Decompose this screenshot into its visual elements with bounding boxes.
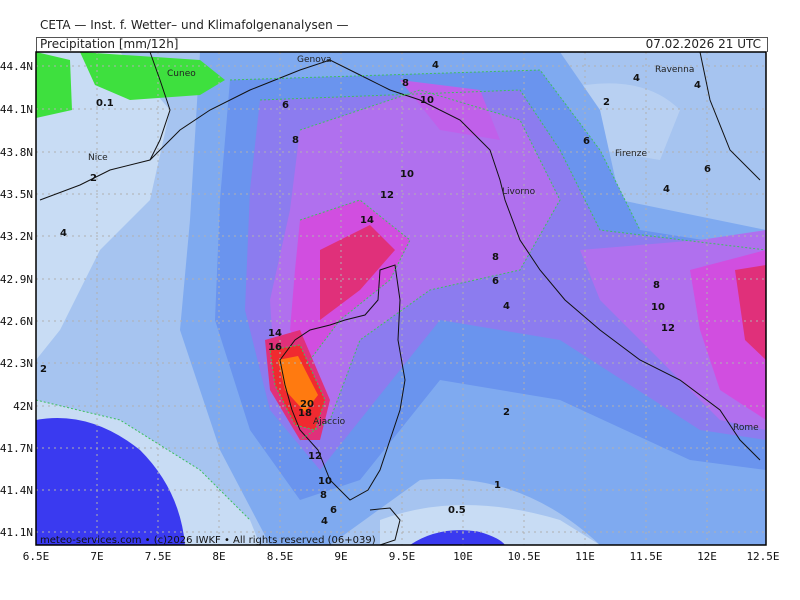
- lon-tick: 8.5E: [267, 550, 294, 563]
- contour-label: 2: [40, 364, 47, 375]
- lat-tick: 42N: [13, 400, 33, 413]
- lat-tick: 41.7N: [0, 442, 33, 455]
- city-nice: Nice: [88, 153, 108, 163]
- sardinia-coast: [369, 507, 401, 545]
- coastlines: [39, 52, 761, 545]
- city-ajaccio: Ajaccio: [313, 417, 346, 427]
- contour-label: 8: [402, 78, 409, 89]
- lon-tick: 10.5E: [507, 550, 540, 563]
- border-france-italy: [149, 52, 171, 161]
- lat-tick: 41.4N: [0, 484, 33, 497]
- contour-label: 8: [292, 135, 299, 146]
- contour-label: 0.5: [448, 505, 466, 516]
- lon-tick: 7E: [90, 550, 103, 563]
- contour-label: 4: [503, 301, 510, 312]
- lon-tick: 9E: [334, 550, 347, 563]
- contour-label: 6: [492, 276, 499, 287]
- contour-label: 10: [651, 302, 665, 313]
- field-purple: [270, 90, 560, 440]
- city-firenze: Firenze: [615, 149, 647, 159]
- contour-label: 10: [400, 169, 414, 180]
- field-pink-e: [735, 265, 766, 360]
- field-deep-blue-s: [410, 530, 505, 545]
- lat-tick: 44.4N: [0, 60, 33, 73]
- city-livorno: Livorno: [502, 187, 536, 197]
- lat-axis: 44.4N 44.1N 43.8N 43.5N 43.2N 42.9N 42.6…: [0, 60, 33, 539]
- lat-tick: 42.9N: [0, 273, 33, 286]
- contour-label: 6: [583, 136, 590, 147]
- field-lowest-nw: [36, 52, 170, 360]
- lat-tick: 42.6N: [0, 315, 33, 328]
- field-orange: [278, 356, 318, 412]
- map-field: [36, 52, 766, 545]
- subtitle-bar: Precipitation [mm/12h] 07.02.2026 21 UTC: [36, 37, 768, 52]
- lon-axis: 6.5E 7E 7.5E 8E 8.5E 9E 9.5E 10E 10.5E 1…: [23, 550, 780, 563]
- contour-label: 2: [603, 97, 610, 108]
- lat-tick: 42.3N: [0, 357, 33, 370]
- lon-tick: 9.5E: [389, 550, 416, 563]
- city-genova: Genova: [297, 55, 332, 65]
- field-deep-blue-sw: [36, 418, 185, 545]
- contour-label: 6: [330, 505, 337, 516]
- contour-label: 14: [360, 215, 374, 226]
- adriatic-coast: [699, 52, 761, 181]
- variable-label: Precipitation [mm/12h]: [40, 37, 179, 51]
- lon-tick: 11E: [575, 550, 595, 563]
- contour-lines: [36, 69, 766, 521]
- contour-label: 12: [661, 323, 675, 334]
- contour-label: 8: [492, 252, 499, 263]
- city-cuneo: Cuneo: [167, 69, 196, 79]
- contour-label: 18: [298, 408, 312, 419]
- contour-label: 4: [694, 80, 701, 91]
- lon-tick: 6.5E: [23, 550, 50, 563]
- contour-label: 10: [318, 476, 332, 487]
- lat-tick: 41.1N: [0, 526, 33, 539]
- lat-tick: 44.1N: [0, 103, 33, 116]
- contour-label: 14: [268, 328, 282, 339]
- field-pink: [320, 225, 395, 320]
- field-magenta-n: [400, 80, 500, 140]
- lon-tick: 12.5E: [746, 550, 779, 563]
- contour-label: 4: [321, 516, 328, 527]
- contour-label: 20: [300, 399, 314, 410]
- lon-tick: 12E: [697, 550, 717, 563]
- datetime-label: 07.02.2026 21 UTC: [645, 37, 761, 51]
- contour-label: 1: [494, 480, 501, 491]
- italy-coast: [39, 59, 761, 461]
- corsica-coast: [279, 264, 406, 501]
- chart-title: CETA — Inst. f. Wetter– und Klimafolgena…: [40, 18, 349, 32]
- contour-label: 6: [704, 164, 711, 175]
- contour-label: 2: [503, 407, 510, 418]
- contour-labels: 0.1 2 4 6 8 10 12 14 16 18 20 14 12 10 8…: [40, 60, 711, 527]
- contour-label: 12: [380, 190, 394, 201]
- contour-label: 8: [320, 490, 327, 501]
- lon-tick: 7.5E: [145, 550, 172, 563]
- lon-tick: 8E: [212, 550, 225, 563]
- contour-label: 4: [633, 73, 640, 84]
- contour-label: 8: [653, 280, 660, 291]
- lat-tick: 43.2N: [0, 230, 33, 243]
- contour-label: 10: [420, 95, 434, 106]
- contour-label: 12: [308, 451, 322, 462]
- contour-label: 16: [268, 342, 282, 353]
- contour-label: 2: [90, 173, 97, 184]
- lat-tick: 43.8N: [0, 146, 33, 159]
- lon-tick: 10E: [453, 550, 473, 563]
- field-green-cuneo: [80, 52, 225, 100]
- contour-label: 6: [282, 100, 289, 111]
- city-ravenna: Ravenna: [655, 65, 694, 75]
- city-rome: Rome: [733, 423, 759, 433]
- lat-tick: 43.5N: [0, 188, 33, 201]
- graticule: [36, 52, 766, 545]
- map-frame: [35, 51, 767, 546]
- contour-label: 4: [663, 184, 670, 195]
- field-green-w: [36, 52, 72, 118]
- city-labels: Genova Cuneo Nice Ravenna Firenze Livorn…: [88, 55, 759, 433]
- contour-label: 0.1: [96, 98, 114, 109]
- copyright-footer: meteo-services.com • (c)2026 IWKF • All …: [40, 535, 376, 546]
- contour-label: 4: [60, 228, 67, 239]
- contour-label: 4: [432, 60, 439, 71]
- lon-tick: 11.5E: [629, 550, 662, 563]
